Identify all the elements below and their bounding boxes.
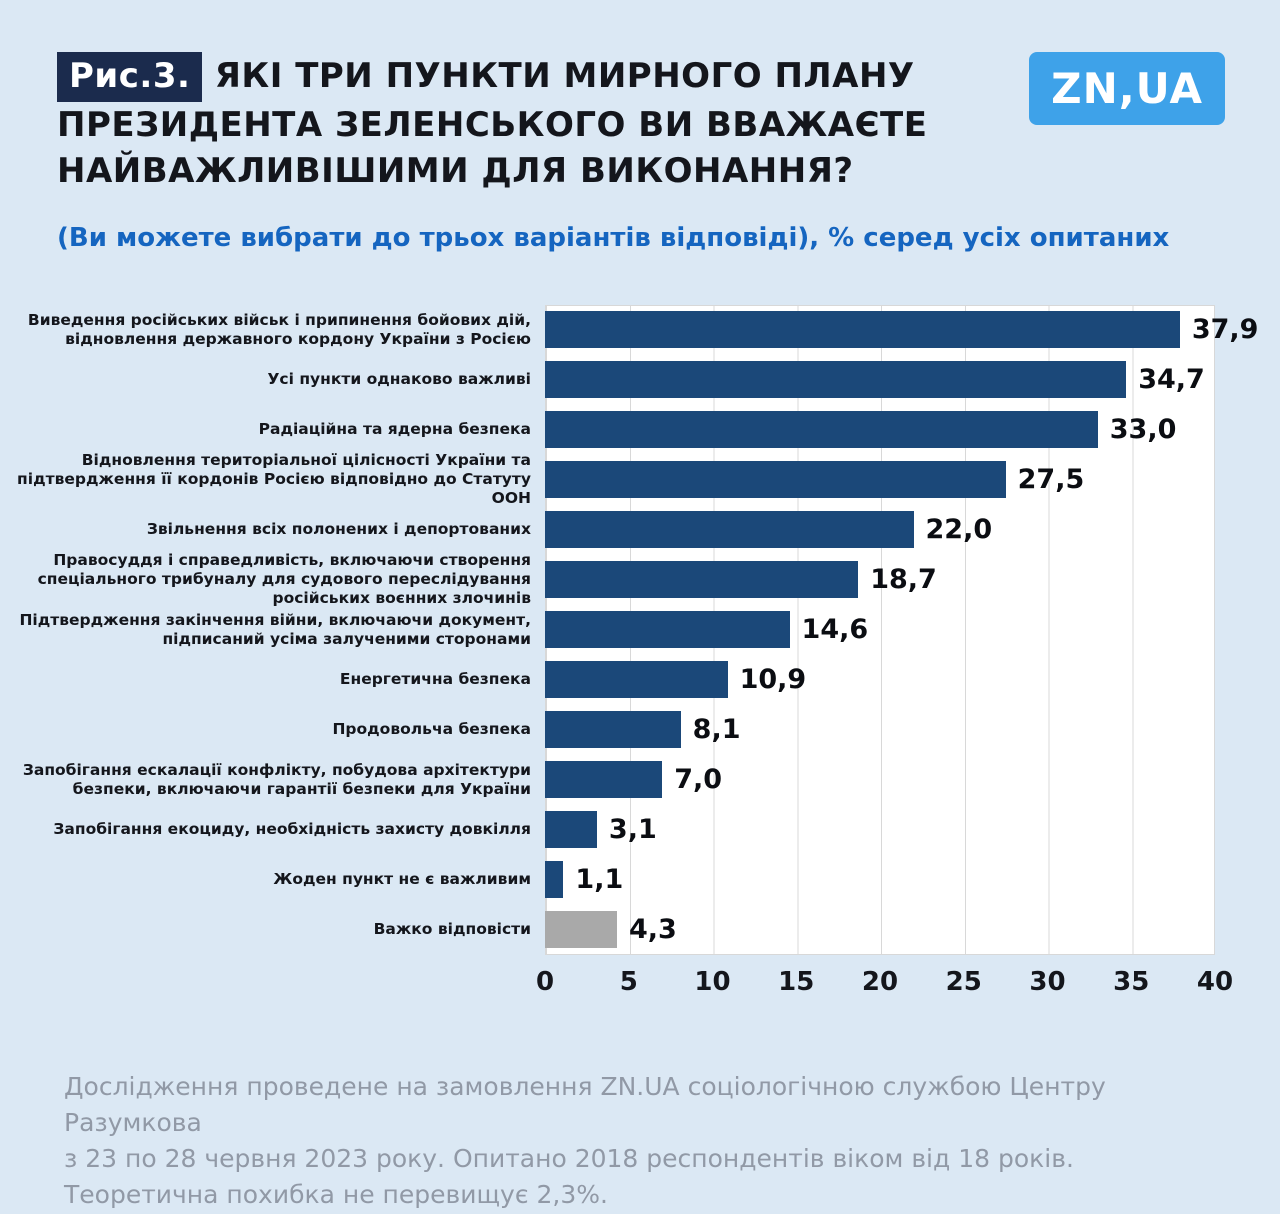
bar	[545, 611, 790, 649]
x-axis-tick: 20	[861, 966, 899, 997]
figure-number-badge: Рис.3.	[57, 52, 203, 103]
bar	[545, 411, 1098, 449]
category-label: Відновлення територіальної цілісності Ук…	[17, 451, 531, 508]
x-axis-tick: 5	[619, 966, 638, 997]
value-label: 22,0	[925, 514, 993, 546]
chart-row: Звільнення всіх полонених і депортованих…	[0, 505, 1280, 555]
x-axis-tick: 25	[945, 966, 982, 997]
bar	[545, 911, 618, 949]
category-label: Жоден пункт не є важливим	[273, 870, 531, 889]
bar	[545, 361, 1127, 399]
bar-track: 22,0	[545, 505, 1215, 555]
value-label: 3,1	[608, 814, 657, 846]
x-axis-tick: 35	[1113, 966, 1150, 997]
bar-track: 27,5	[545, 455, 1215, 505]
x-axis-tick: 0	[535, 966, 555, 997]
bar-track: 18,7	[545, 555, 1215, 605]
footer-line: Теоретична похибка не перевищує 2,3%.	[64, 1180, 608, 1210]
chart-row: Виведення російських військ і припинення…	[0, 305, 1280, 355]
category-label: Правосуддя і справедливість, включаючи с…	[37, 551, 531, 608]
category-label: Енергетична безпека	[339, 670, 531, 689]
value-label: 37,9	[1191, 314, 1259, 346]
category-label: Продовольча безпека	[332, 720, 531, 739]
value-label: 8,1	[692, 714, 741, 746]
value-label: 18,7	[870, 564, 937, 596]
chart-row: Важко відповісти 4,3	[0, 905, 1280, 955]
bar-track: 8,1	[545, 705, 1215, 755]
chart-row: Продовольча безпека 8,1	[0, 705, 1280, 755]
chart-row: Правосуддя і справедливість, включаючи с…	[0, 551, 1280, 607]
category-label: Важко відповісти	[373, 920, 531, 939]
chart-row: Запобігання екоциду, необхідність захист…	[0, 805, 1280, 855]
value-label: 7,0	[674, 764, 723, 796]
bar	[545, 461, 1006, 499]
chart-row: Енергетична безпека 10,9	[0, 655, 1280, 705]
znua-logo: ZN,UA	[1029, 52, 1225, 125]
page-title: Рис.3. ЯКІ ТРИ ПУНКТИ МИРНОГО ПЛАНУ ПРЕЗ…	[57, 52, 987, 195]
bar	[545, 861, 564, 899]
chart-row: Відновлення територіальної цілісності Ук…	[0, 451, 1280, 507]
category-label: Звільнення всіх полонених і депортованих	[146, 520, 531, 539]
chart-row: Радіаційна та ядерна безпека 33,0	[0, 405, 1280, 455]
category-label: Виведення російських військ і припинення…	[27, 310, 531, 348]
value-label: 1,1	[575, 864, 624, 896]
category-label: Підтвердження закінчення війни, включаюч…	[19, 610, 531, 648]
bar-track: 14,6	[545, 605, 1215, 655]
bar-track: 37,9	[545, 305, 1258, 355]
category-label: Радіаційна та ядерна безпека	[258, 420, 531, 439]
category-label: Запобігання екоциду, необхідність захист…	[53, 820, 531, 839]
header: Рис.3. ЯКІ ТРИ ПУНКТИ МИРНОГО ПЛАНУ ПРЕЗ…	[0, 0, 1280, 195]
bar	[545, 511, 914, 549]
x-axis-tick: 40	[1196, 966, 1234, 997]
x-axis-tick: 15	[778, 966, 815, 997]
bar	[545, 811, 597, 849]
bar	[545, 561, 859, 599]
value-label: 10,9	[739, 664, 807, 696]
bar-track: 34,7	[545, 355, 1215, 405]
bar-track: 7,0	[545, 755, 1215, 805]
chart-subtitle: (Ви можете вибрати до трьох варіантів ві…	[57, 222, 1170, 253]
bar-track: 1,1	[545, 855, 1215, 905]
methodology-note: Дослідження проведене на замовлення ZN.U…	[0, 1003, 1280, 1214]
bar	[545, 661, 728, 699]
bar	[545, 711, 681, 749]
chart-rows: Виведення російських військ і припинення…	[0, 305, 1280, 955]
chart-row: Запобігання ескалації конфлікту, побудов…	[0, 755, 1280, 805]
bar	[545, 311, 1180, 349]
category-label: Запобігання ескалації конфлікту, побудов…	[22, 760, 531, 798]
value-label: 27,5	[1017, 464, 1085, 496]
bar-chart: Виведення російських військ і припинення…	[0, 304, 1280, 1003]
x-axis-tick: 10	[694, 966, 731, 997]
title-text: ЯКІ ТРИ ПУНКТИ МИРНОГО ПЛАНУ ПРЕЗИДЕНТА …	[57, 56, 928, 192]
value-label: 14,6	[801, 614, 869, 646]
chart-row: Підтвердження закінчення війни, включаюч…	[0, 605, 1280, 655]
value-label: 4,3	[629, 914, 677, 946]
chart-row: Жоден пункт не є важливим 1,1	[0, 855, 1280, 905]
category-label: Усі пункти однаково важливі	[267, 370, 531, 389]
value-label: 34,7	[1138, 364, 1205, 396]
x-axis: 0 5 10 15 20 25 30 35 40	[536, 955, 1233, 1003]
bar-track: 10,9	[545, 655, 1215, 705]
bar-track: 33,0	[545, 405, 1215, 455]
bar-track: 3,1	[545, 805, 1215, 855]
bar-track: 4,3	[545, 905, 1215, 955]
footer-line: Дослідження проведене на замовлення ZN.U…	[64, 1071, 1106, 1137]
chart-row: Усі пункти однаково важливі 34,7	[0, 355, 1280, 405]
x-axis-tick: 30	[1029, 966, 1066, 997]
bar	[545, 761, 663, 799]
footer-line: з 23 по 28 червня 2023 року. Опитано 201…	[64, 1144, 1074, 1174]
value-label: 33,0	[1109, 414, 1177, 446]
